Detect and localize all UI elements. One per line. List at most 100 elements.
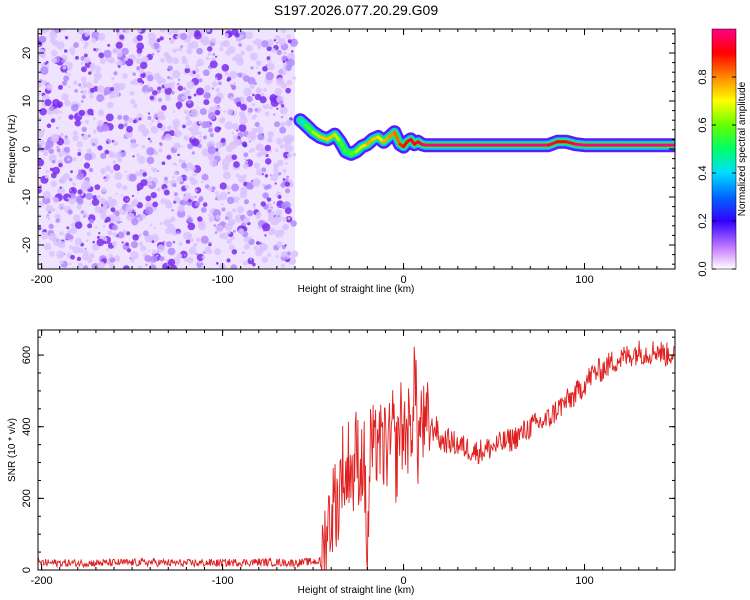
noise-speck — [233, 161, 240, 168]
noise-speck — [255, 87, 263, 94]
noise-speck — [43, 232, 47, 235]
noise-speck — [253, 127, 258, 132]
noise-speck — [130, 257, 135, 263]
noise-speck — [73, 80, 78, 84]
noise-speck — [150, 255, 158, 263]
noise-speck — [118, 123, 124, 130]
noise-speck — [182, 124, 186, 129]
noise-speck — [177, 78, 181, 82]
noise-speck — [228, 219, 235, 226]
noise-speck — [176, 253, 183, 259]
noise-speck — [83, 162, 91, 169]
noise-speck — [111, 241, 117, 247]
noise-speck — [278, 37, 286, 46]
noise-speck — [262, 223, 271, 232]
noise-speck — [186, 119, 193, 127]
noise-speck — [196, 237, 201, 243]
noise-speck — [123, 56, 129, 62]
noise-speck — [221, 232, 229, 240]
noise-speck — [276, 241, 283, 248]
noise-speck — [85, 192, 93, 200]
noise-speck — [77, 262, 83, 268]
noise-speck — [102, 204, 108, 211]
noise-speck — [203, 93, 209, 99]
noise-speck — [275, 234, 280, 238]
noise-speck — [56, 214, 61, 219]
noise-speck — [151, 119, 155, 123]
noise-speck — [282, 223, 290, 231]
noise-speck — [204, 250, 208, 255]
noise-speck — [98, 231, 101, 235]
noise-speck — [77, 189, 83, 195]
noise-speck — [49, 31, 58, 40]
noise-speck — [146, 147, 155, 156]
noise-speck — [250, 135, 256, 141]
noise-speck — [280, 182, 286, 188]
noise-speck — [207, 214, 210, 217]
noise-speck — [169, 136, 173, 140]
noise-speck — [177, 93, 186, 102]
noise-speck — [146, 156, 155, 165]
noise-speck — [111, 77, 115, 81]
noise-speck — [65, 71, 68, 74]
bottom-axes: -200 -100 0 100 0 200 400 600 — [21, 330, 676, 587]
noise-speck — [149, 95, 155, 101]
noise-speck — [160, 57, 165, 63]
noise-speck — [265, 71, 274, 81]
noise-speck — [184, 67, 191, 74]
noise-speck — [173, 241, 176, 244]
noise-speck — [207, 146, 217, 155]
colorbar-tick-label: 0.0 — [697, 261, 709, 276]
noise-speck — [63, 138, 70, 146]
noise-speck — [208, 217, 214, 223]
noise-speck — [242, 251, 245, 254]
noise-speck — [158, 81, 162, 85]
noise-speck — [46, 84, 53, 91]
noise-speck — [136, 191, 139, 194]
noise-speck — [226, 185, 231, 190]
noise-speck — [223, 110, 226, 113]
noise-speck — [122, 114, 129, 121]
noise-speck — [147, 137, 151, 141]
noise-speck — [242, 260, 249, 266]
noise-speck — [147, 32, 156, 41]
noise-speck — [238, 197, 241, 200]
noise-speck — [171, 175, 175, 179]
noise-speck — [113, 255, 121, 262]
noise-speck — [41, 129, 46, 133]
noise-speck — [254, 93, 262, 101]
noise-speck — [200, 235, 209, 244]
noise-speck — [274, 121, 281, 128]
noise-speck — [238, 124, 247, 132]
noise-speck — [59, 176, 67, 184]
noise-speck — [256, 168, 264, 176]
noise-speck — [239, 34, 244, 39]
noise-speck — [92, 117, 96, 121]
noise-speck — [121, 47, 129, 56]
noise-speck — [102, 224, 106, 228]
noise-speck — [277, 205, 280, 209]
noise-speck — [266, 45, 272, 52]
noise-speck — [265, 103, 270, 109]
ridge-segment — [333, 133, 342, 144]
noise-speck — [277, 171, 282, 176]
noise-speck — [205, 153, 208, 157]
noise-speck — [92, 240, 95, 244]
noise-speck — [122, 29, 126, 33]
noise-speck — [56, 126, 59, 130]
noise-speck — [105, 113, 114, 122]
noise-speck — [71, 181, 74, 184]
noise-speck — [152, 249, 157, 254]
noise-speck — [131, 194, 135, 198]
noise-speck — [285, 87, 291, 94]
noise-speck — [76, 204, 82, 210]
noise-speck — [38, 81, 43, 88]
noise-speck — [262, 65, 268, 72]
noise-speck — [229, 70, 238, 79]
noise-speck — [183, 87, 187, 91]
noise-speck — [195, 189, 198, 192]
noise-speck — [163, 176, 168, 181]
noise-speck — [72, 183, 77, 187]
noise-speck — [51, 159, 56, 164]
